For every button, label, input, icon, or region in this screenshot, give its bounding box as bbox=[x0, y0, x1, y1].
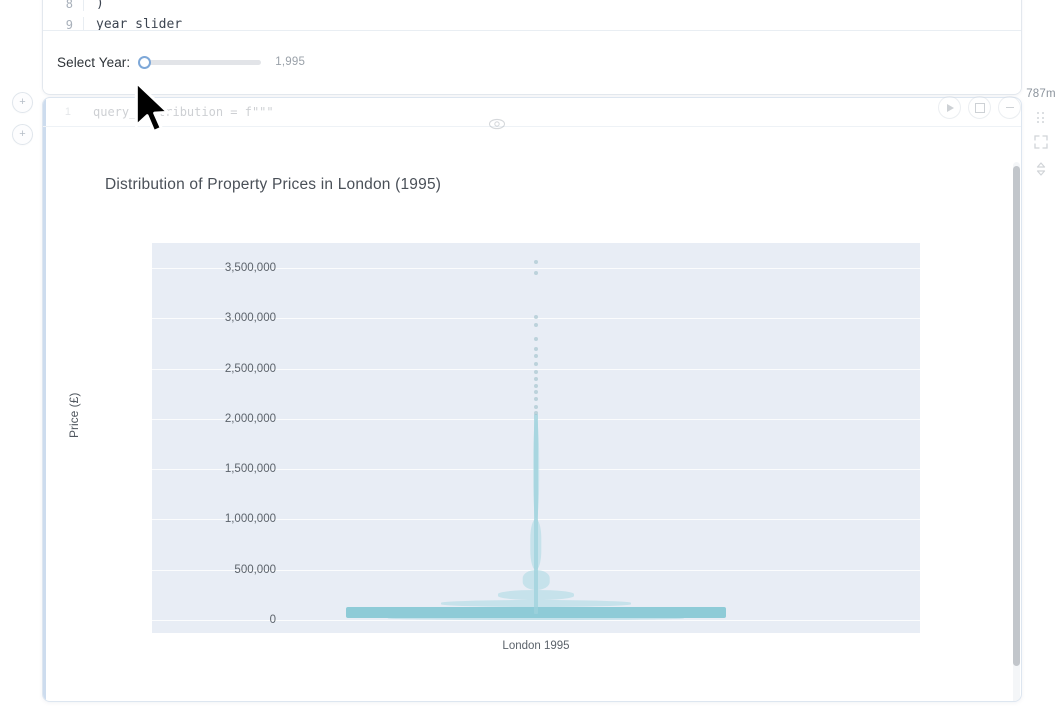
output-cell[interactable]: 1 query_distribution = f""" Distribution… bbox=[42, 97, 1022, 702]
code-editor-main[interactable]: 1 query_distribution = f""" bbox=[43, 98, 1021, 126]
y-axis-tick: 1,500,000 bbox=[224, 463, 276, 476]
line-number: 8 bbox=[65, 0, 73, 11]
play-icon bbox=[947, 103, 954, 112]
slider-value: 1,995 bbox=[275, 56, 306, 68]
outlier-point bbox=[534, 369, 538, 374]
vertical-scrollbar[interactable] bbox=[1013, 162, 1020, 701]
slider-widget-row: Select Year: 1,995 bbox=[43, 31, 1021, 93]
outlier-point bbox=[534, 346, 538, 351]
y-axis-tick: 2,500,000 bbox=[224, 362, 276, 375]
violin-tail-spike bbox=[534, 413, 538, 614]
line-number: 9 bbox=[65, 17, 73, 32]
add-cell-button-below[interactable]: + bbox=[12, 124, 33, 145]
expand-icon[interactable] bbox=[1026, 135, 1056, 149]
cell-divider bbox=[43, 30, 1021, 31]
violin-density-slab bbox=[387, 615, 685, 620]
year-slider[interactable] bbox=[138, 55, 262, 69]
y-axis-tick: 3,500,000 bbox=[224, 262, 276, 275]
slider-knob[interactable] bbox=[138, 55, 152, 69]
drag-handle-icon[interactable] bbox=[1026, 112, 1056, 123]
outlier-point bbox=[534, 315, 538, 320]
outlier-point bbox=[534, 353, 538, 358]
slider-track[interactable] bbox=[149, 59, 262, 65]
cell-toolbar[interactable] bbox=[938, 96, 1021, 119]
line-number: 1 bbox=[64, 106, 71, 118]
x-axis-tick-label: London 1995 bbox=[502, 640, 570, 652]
reorder-icon[interactable] bbox=[1026, 161, 1056, 177]
minus-icon bbox=[1005, 106, 1014, 109]
violin-chart: Distribution of Property Prices in Londo… bbox=[47, 127, 1021, 701]
plus-icon: + bbox=[19, 96, 26, 108]
code-line: 8 ) bbox=[43, 0, 1021, 14]
add-cell-button-above[interactable]: + bbox=[12, 92, 33, 113]
cell-active-indicator bbox=[43, 98, 46, 701]
code-cell-top[interactable]: 8 ) 9 year_slider Select Year: 1,995 bbox=[42, 0, 1022, 95]
run-button[interactable] bbox=[938, 96, 961, 119]
y-axis-label: Price (£) bbox=[67, 392, 81, 438]
output-scroll-region[interactable]: Distribution of Property Prices in Londo… bbox=[47, 127, 1021, 701]
outlier-point bbox=[534, 410, 538, 415]
outlier-point bbox=[534, 383, 538, 388]
grid-line bbox=[152, 268, 920, 270]
scrollbar-thumb[interactable] bbox=[1013, 166, 1020, 666]
slider-label: Select Year: bbox=[57, 54, 131, 70]
grid-line bbox=[152, 368, 920, 370]
outlier-point bbox=[534, 376, 538, 381]
outlier-point bbox=[534, 396, 538, 401]
memory-usage-label: 787m bbox=[1026, 88, 1056, 100]
outlier-point bbox=[534, 404, 538, 409]
code-text: query_distribution = f""" bbox=[93, 105, 274, 119]
plot-area bbox=[152, 243, 920, 633]
outlier-point bbox=[534, 323, 538, 328]
outlier-point bbox=[534, 337, 538, 342]
cell-divider bbox=[43, 126, 1021, 127]
y-axis-tick: 500,000 bbox=[234, 563, 276, 576]
code-editor-top[interactable]: 8 ) 9 year_slider bbox=[43, 0, 1021, 35]
outlier-point bbox=[534, 389, 538, 394]
code-text: ) bbox=[83, 0, 104, 11]
right-rail: 787m bbox=[1026, 88, 1056, 177]
plus-icon: + bbox=[19, 128, 26, 140]
y-axis-tick: 1,000,000 bbox=[224, 513, 276, 526]
visibility-eye-icon[interactable] bbox=[487, 114, 507, 134]
chart-title: Distribution of Property Prices in Londo… bbox=[105, 176, 442, 193]
code-line: 9 year_slider bbox=[43, 14, 1021, 35]
code-text: year_slider bbox=[83, 17, 182, 32]
grid-line bbox=[152, 619, 920, 621]
outlier-point bbox=[534, 270, 538, 275]
y-axis-tick: 0 bbox=[269, 613, 276, 626]
outlier-point bbox=[534, 260, 538, 265]
stop-button[interactable] bbox=[968, 96, 991, 119]
y-axis-tick: 2,000,000 bbox=[224, 412, 276, 425]
y-axis-tick: 3,000,000 bbox=[224, 312, 276, 325]
stop-square-icon bbox=[974, 102, 985, 113]
collapse-button[interactable] bbox=[998, 96, 1021, 119]
outlier-point bbox=[534, 362, 538, 367]
